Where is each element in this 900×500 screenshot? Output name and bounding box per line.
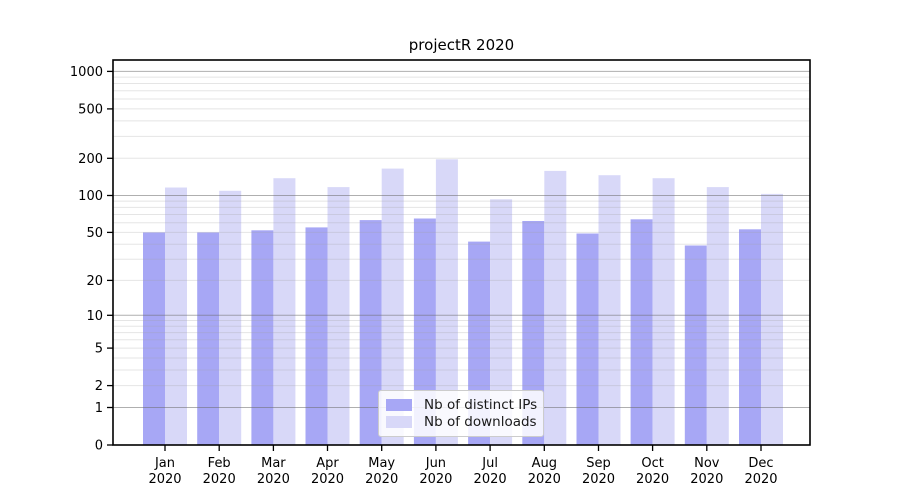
bar (305, 227, 328, 445)
x-tick-label: May 2020 (365, 456, 398, 487)
y-tick-label: 0 (95, 439, 103, 454)
y-tick-label: 2 (95, 379, 103, 394)
series-1 (165, 159, 783, 446)
bar (165, 187, 187, 445)
bar (273, 178, 296, 445)
x-axis: Jan 2020 Feb 2020 Mar 2020 Apr 2020 May 2020 Jun 20… (148, 445, 778, 487)
bar (490, 199, 513, 445)
legend-swatch-distinct-ips (386, 398, 412, 411)
y-tick-label: 50 (86, 226, 103, 241)
bar (219, 190, 242, 445)
x-tick-label: Feb 2020 (203, 456, 236, 487)
legend-label-distinct-ips: Nb of distinct IPs (424, 396, 538, 413)
y-tick-label: 20 (86, 274, 103, 289)
legend: Nb of distinct IPs Nb of downloads (378, 390, 544, 437)
x-tick-label: Jul 2020 (474, 456, 507, 487)
legend-swatch-downloads (386, 416, 412, 429)
x-tick-label: Dec 2020 (744, 456, 777, 487)
bar (327, 187, 350, 445)
y-tick-label: 5 (95, 342, 103, 357)
x-tick-label: Nov 2020 (690, 456, 723, 487)
y-tick-label: 100 (78, 189, 103, 204)
bar (630, 219, 653, 445)
bar (761, 193, 783, 445)
y-tick-label: 1000 (70, 65, 103, 80)
x-tick-label: Jun 2020 (419, 456, 452, 487)
y-axis: 0 1 2 5 10 20 50 100 200 500 1000 (70, 65, 113, 454)
bar (684, 245, 707, 445)
bar (739, 229, 761, 445)
y-tick-label: 1 (95, 401, 103, 416)
x-tick-label: Mar 2020 (257, 456, 290, 487)
bar (652, 178, 675, 445)
bars-group (143, 159, 783, 446)
legend-item-downloads: Nb of downloads (386, 414, 537, 431)
y-tick-label: 10 (86, 309, 103, 324)
x-tick-label: Jan 2020 (148, 456, 181, 487)
bar (359, 220, 382, 445)
x-tick-label: Oct 2020 (636, 456, 669, 487)
chart-title: projectR 2020 (408, 36, 515, 54)
bar (197, 232, 220, 445)
bar (598, 175, 621, 445)
plot-border (112, 59, 811, 446)
y-tick-label: 500 (78, 102, 103, 117)
bar (544, 170, 567, 445)
bar (251, 230, 274, 445)
bar (381, 168, 404, 445)
bar (413, 218, 436, 445)
legend-item-distinct-ips: Nb of distinct IPs (386, 396, 538, 413)
x-tick-label: Apr 2020 (311, 456, 344, 487)
y-tick-label: 200 (78, 152, 103, 167)
gridlines (113, 70, 810, 408)
bar (435, 159, 458, 446)
x-tick-label: Aug 2020 (528, 456, 561, 487)
bar (576, 233, 599, 445)
x-tick-label: Sep 2020 (582, 456, 615, 487)
bar (706, 187, 729, 445)
bar (522, 221, 545, 445)
legend-label-downloads: Nb of downloads (424, 414, 537, 431)
bar (143, 232, 165, 445)
